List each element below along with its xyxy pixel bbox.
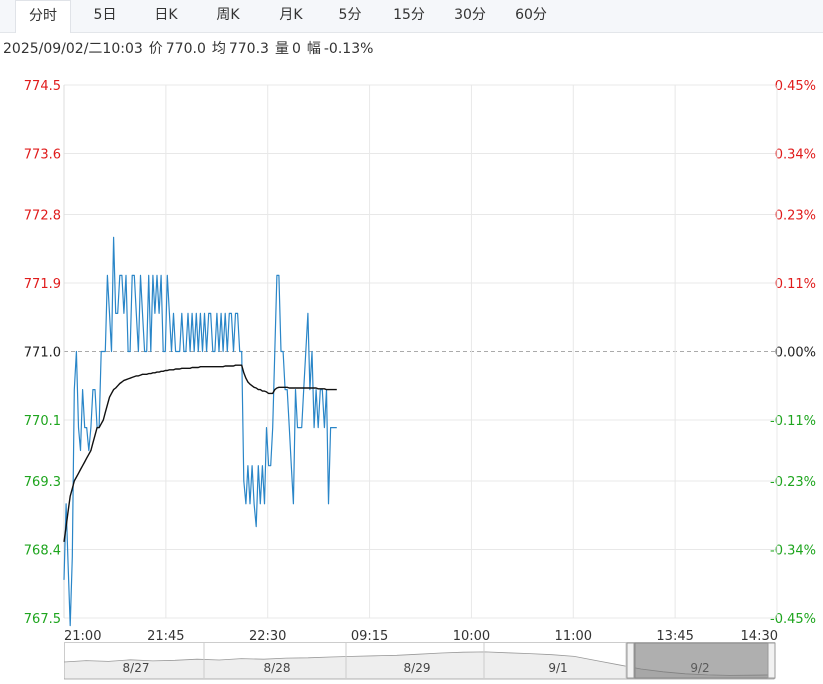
tab-6[interactable]: 15分 <box>393 7 425 23</box>
pct-tick-label: 0.34% <box>775 148 816 163</box>
info-avg-label: 均 <box>211 41 226 57</box>
info-datetime: 2025/09/02/二10:03 <box>3 41 143 57</box>
y-tick-label: 773.6 <box>24 148 61 163</box>
quote-info-bar: 2025/09/02/二10:03 价 770.0 均 770.3 量 0 幅 -0.13% <box>3 38 379 58</box>
navigator-selection[interactable] <box>634 642 769 679</box>
period-tabs: 分时 5日 日K 周K 月K 5分 15分 30分 60分 <box>0 0 823 33</box>
info-vol-label: 量 <box>274 41 289 57</box>
info-price-label: 价 <box>148 41 163 57</box>
tab-0[interactable]: 分时 <box>15 0 71 33</box>
y-tick-label: 769.3 <box>24 475 61 490</box>
x-tick-label: 11:00 <box>555 629 592 642</box>
x-tick-label: 10:00 <box>453 629 490 642</box>
navigator-date-label: 8/27 <box>123 661 150 675</box>
navigator-date-label: 8/29 <box>404 661 431 675</box>
pct-tick-label: 0.45% <box>775 79 816 94</box>
avg-price-line <box>63 364 337 542</box>
intraday-chart: 774.5 0.45% 773.6 0.34% 772.8 0.23% 771.9 0.11%… <box>24 79 816 642</box>
x-tick-label: 21:00 <box>64 629 101 642</box>
navigator-date-label: 8/28 <box>264 661 291 675</box>
x-tick-label: 21:45 <box>147 629 184 642</box>
date-navigator[interactable]: 8/278/288/299/19/2 <box>64 642 776 680</box>
info-avg: 770.3 <box>228 41 269 57</box>
info-price: 770.0 <box>165 41 206 57</box>
navigator-date-label: 9/1 <box>548 661 567 675</box>
pct-tick-label: -0.45% <box>770 612 816 627</box>
pct-tick-label: 0.11% <box>775 277 816 292</box>
y-tick-label: 771.0 <box>24 346 61 361</box>
navigator-right-handle[interactable] <box>767 642 776 679</box>
x-tick-label: 14:30 <box>741 629 778 642</box>
info-chg-label: 幅 <box>306 41 321 57</box>
y-tick-label: 768.4 <box>24 543 61 558</box>
pct-tick-label: -0.34% <box>770 543 816 558</box>
tab-1[interactable]: 5日 <box>93 7 117 23</box>
y-tick-label: 770.1 <box>24 414 61 429</box>
tab-2[interactable]: 日K <box>154 7 178 23</box>
tab-3[interactable]: 周K <box>216 7 240 23</box>
y-tick-label: 767.5 <box>24 612 61 627</box>
y-tick-label: 771.9 <box>24 277 61 292</box>
pct-tick-label: -0.11% <box>770 414 816 429</box>
price-line <box>63 236 337 627</box>
info-chg: -0.13% <box>323 41 374 57</box>
pct-tick-label: 0.23% <box>775 208 816 223</box>
y-tick-label: 772.8 <box>24 208 61 223</box>
pct-tick-label: -0.23% <box>770 475 816 490</box>
x-tick-label: 13:45 <box>656 629 693 642</box>
tab-4[interactable]: 月K <box>279 7 303 23</box>
tab-5[interactable]: 5分 <box>338 7 362 23</box>
y-tick-label: 774.5 <box>24 79 61 94</box>
info-vol: 0 <box>291 41 301 57</box>
navigator-left-handle[interactable] <box>626 642 635 679</box>
pct-tick-label: 0.00% <box>775 346 816 361</box>
x-tick-label: 22:30 <box>249 629 286 642</box>
tab-8[interactable]: 60分 <box>515 7 547 23</box>
tab-7[interactable]: 30分 <box>454 7 486 23</box>
x-tick-label: 09:15 <box>351 629 388 642</box>
